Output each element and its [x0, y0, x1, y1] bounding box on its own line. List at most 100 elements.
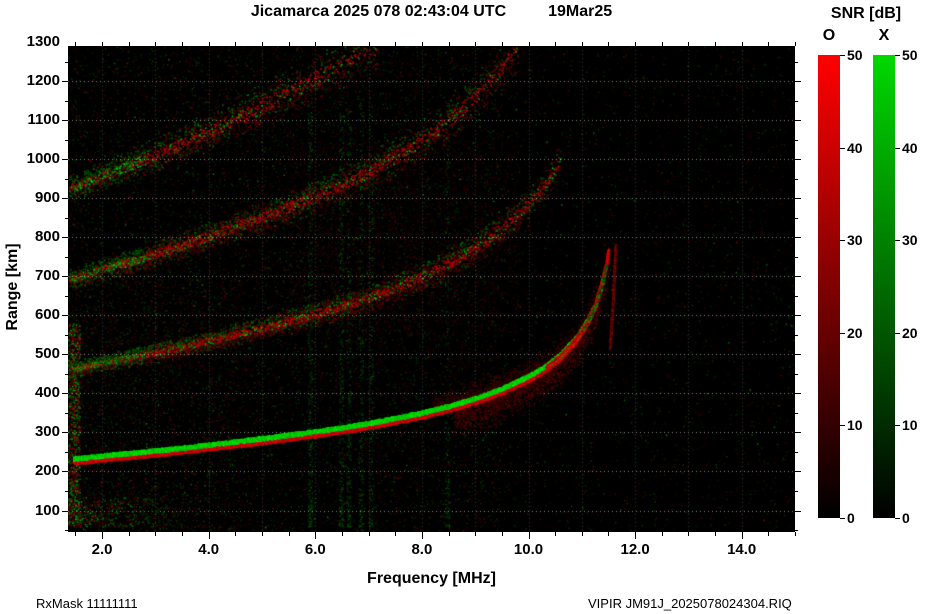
y-tick-label: 700: [34, 267, 60, 285]
y-tick-label: 300: [34, 423, 60, 441]
y-minor-tick-mark: [795, 139, 798, 141]
colorbar-tick-label: 0: [847, 510, 855, 526]
y-minor-tick-mark: [65, 334, 68, 336]
colorbar-tick-label: 20: [902, 324, 918, 341]
colorbar-tick-mark: [895, 518, 900, 519]
y-tick-label: 1300: [26, 33, 60, 51]
y-tick-label: 900: [34, 189, 60, 207]
colorbar-tick-mark: [895, 240, 900, 242]
y-tick-label: 100: [34, 501, 60, 519]
x-tick-mark: [102, 42, 104, 46]
rxmask-text: RxMask 11111111: [36, 596, 138, 611]
y-tick-mark: [795, 276, 801, 278]
y-tick-mark: [62, 354, 68, 356]
y-minor-tick-mark: [795, 100, 798, 102]
x-tick-mark: [688, 532, 690, 536]
x-tick-mark: [795, 42, 796, 46]
colorbar-tick-label: 40: [847, 139, 863, 156]
y-tick-mark: [62, 510, 68, 512]
x-tick-mark: [155, 42, 157, 46]
colorbar-tick-label: 10: [902, 417, 918, 434]
x-tick-mark: [395, 42, 397, 46]
colorbar-tick-label: 30: [902, 232, 918, 249]
x-tick-mark: [102, 532, 104, 539]
x-tick-mark: [635, 532, 637, 539]
y-tick-mark: [795, 81, 801, 83]
y-tick-label: 1000: [26, 150, 60, 168]
colorbar-tick-mark: [840, 425, 845, 427]
y-minor-tick-mark: [795, 451, 798, 453]
colorbar-tick-mark: [840, 55, 845, 56]
y-minor-tick-mark: [65, 139, 68, 141]
x-tick-mark: [182, 532, 184, 536]
x-mode-colorbar: [873, 55, 895, 518]
x-tick-mark: [208, 532, 210, 539]
x-tick-mark: [182, 42, 184, 46]
y-tick-label: 500: [34, 345, 60, 363]
y-minor-tick-mark: [65, 295, 68, 297]
y-minor-tick-mark: [65, 217, 68, 219]
y-minor-tick-mark: [65, 373, 68, 375]
x-tick-label: 4.0: [198, 541, 220, 558]
x-tick-label: 10.0: [513, 541, 544, 558]
y-minor-tick-mark: [795, 61, 798, 63]
y-minor-tick-mark: [795, 295, 798, 297]
y-minor-tick-mark: [795, 334, 798, 336]
colorbar-tick-mark: [840, 147, 845, 149]
title-station-time: Jicamarca 2025 078 02:43:04 UTC: [250, 3, 507, 20]
filename-text: VIPIR JM91J_2025078024304.RIQ: [588, 596, 792, 611]
y-tick-mark: [795, 471, 801, 473]
colorbar-title: SNR [dB]: [830, 5, 902, 22]
x-tick-mark: [262, 42, 263, 46]
x-tick-mark: [501, 42, 503, 46]
x-tick-label: 14.0: [727, 541, 757, 558]
y-tick-mark: [795, 159, 801, 161]
y-tick-label: 1200: [26, 72, 60, 90]
y-tick-mark: [62, 120, 68, 122]
y-minor-tick-mark: [795, 491, 798, 492]
x-tick-mark: [448, 42, 450, 46]
x-tick-mark: [555, 42, 557, 46]
y-minor-tick-mark: [795, 412, 798, 414]
x-tick-mark: [768, 42, 770, 46]
y-minor-tick-mark: [65, 412, 68, 414]
y-minor-tick-mark: [65, 256, 68, 258]
x-tick-mark: [501, 532, 503, 536]
x-tick-label: 2.0: [91, 541, 113, 558]
x-tick-mark: [768, 532, 770, 536]
x-tick-mark: [341, 42, 343, 46]
y-minor-tick-mark: [65, 100, 68, 102]
x-tick-mark: [128, 42, 130, 46]
x-tick-mark: [688, 42, 690, 46]
y-tick-label: 600: [34, 306, 60, 324]
y-minor-tick-mark: [65, 491, 68, 492]
x-tick-mark: [741, 532, 743, 539]
x-tick-mark: [448, 532, 450, 536]
colorbar-tick-label: 10: [847, 417, 863, 434]
x-tick-mark: [608, 532, 610, 536]
x-tick-mark: [421, 532, 423, 539]
x-tick-mark: [288, 532, 290, 536]
colorbar-tick-label: 0: [902, 510, 910, 526]
x-tick-mark: [741, 42, 743, 46]
x-tick-mark: [715, 42, 717, 46]
y-tick-mark: [795, 354, 801, 356]
x-axis-label: Frequency [MHz]: [367, 570, 496, 587]
y-minor-tick-mark: [795, 256, 798, 258]
y-tick-mark: [62, 471, 68, 473]
x-mode-label: X: [878, 27, 890, 44]
y-tick-mark: [62, 276, 68, 278]
y-tick-mark: [795, 315, 801, 317]
x-tick-mark: [368, 532, 370, 536]
x-tick-mark: [75, 532, 77, 536]
y-tick-mark: [795, 198, 801, 200]
x-tick-label: 8.0: [411, 541, 433, 558]
x-tick-mark: [581, 532, 583, 536]
y-tick-label: 400: [34, 384, 60, 402]
y-tick-mark: [62, 159, 68, 161]
x-tick-mark: [155, 532, 157, 536]
colorbar-tick-mark: [895, 425, 900, 427]
y-minor-tick-mark: [65, 61, 68, 63]
y-minor-tick-mark: [795, 373, 798, 375]
